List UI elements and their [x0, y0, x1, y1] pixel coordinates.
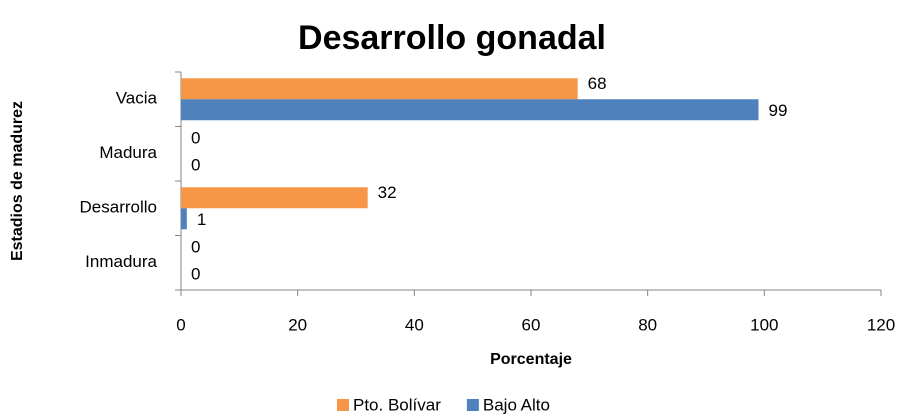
bar: [181, 187, 368, 209]
data-label: 1: [197, 210, 206, 229]
y-tick-label: Vacia: [116, 89, 158, 108]
x-tick-label: 80: [638, 315, 657, 334]
x-tick-label: 40: [405, 315, 424, 334]
x-tick-label: 0: [176, 315, 185, 334]
legend-swatch: [337, 399, 349, 411]
bar: [181, 99, 759, 121]
x-tick-label: 100: [750, 315, 778, 334]
bar: [181, 208, 187, 230]
y-tick-label: Madura: [99, 143, 157, 162]
y-tick-label: Inmadura: [85, 252, 157, 271]
x-tick-label: 20: [288, 315, 307, 334]
x-tick-label: 60: [522, 315, 541, 334]
x-axis-label: Porcentaje: [490, 351, 572, 368]
legend-swatch: [466, 399, 479, 411]
y-tick-label: Desarrollo: [80, 198, 157, 217]
legend-label: Bajo Alto: [483, 395, 550, 414]
data-label: 32: [378, 183, 397, 202]
y-axis-label: Estadios de madurez: [9, 101, 26, 261]
data-label: 0: [191, 129, 200, 148]
legend-label: Pto. Bolívar: [353, 395, 441, 414]
x-tick-label: 120: [867, 315, 895, 334]
chart-title: Desarrollo gonadal: [298, 19, 606, 57]
data-label: 0: [191, 238, 200, 257]
data-label: 0: [191, 156, 200, 175]
bar: [181, 78, 578, 100]
data-label: 99: [769, 101, 788, 120]
data-label: 68: [588, 74, 607, 93]
legend: Pto. Bolívar Bajo Alto: [337, 395, 550, 414]
data-label: 0: [191, 265, 200, 284]
